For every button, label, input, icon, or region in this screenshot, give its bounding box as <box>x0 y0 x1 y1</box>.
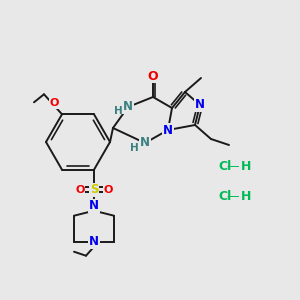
Text: H: H <box>114 106 122 116</box>
Text: O: O <box>49 98 59 108</box>
Text: O: O <box>103 185 113 195</box>
Text: S: S <box>90 183 98 196</box>
Text: —: — <box>227 190 239 203</box>
Text: N: N <box>123 100 133 113</box>
Text: H: H <box>241 190 251 203</box>
Text: N: N <box>195 98 205 112</box>
Text: H: H <box>241 160 251 173</box>
Text: O: O <box>75 185 85 195</box>
Text: O: O <box>148 70 158 83</box>
Text: Cl: Cl <box>218 190 231 203</box>
Text: N: N <box>140 136 150 149</box>
Text: N: N <box>89 199 99 212</box>
Text: N: N <box>163 124 173 136</box>
Text: —: — <box>227 160 239 173</box>
Text: H: H <box>130 143 138 153</box>
Text: Cl: Cl <box>218 160 231 173</box>
Text: N: N <box>89 235 99 248</box>
